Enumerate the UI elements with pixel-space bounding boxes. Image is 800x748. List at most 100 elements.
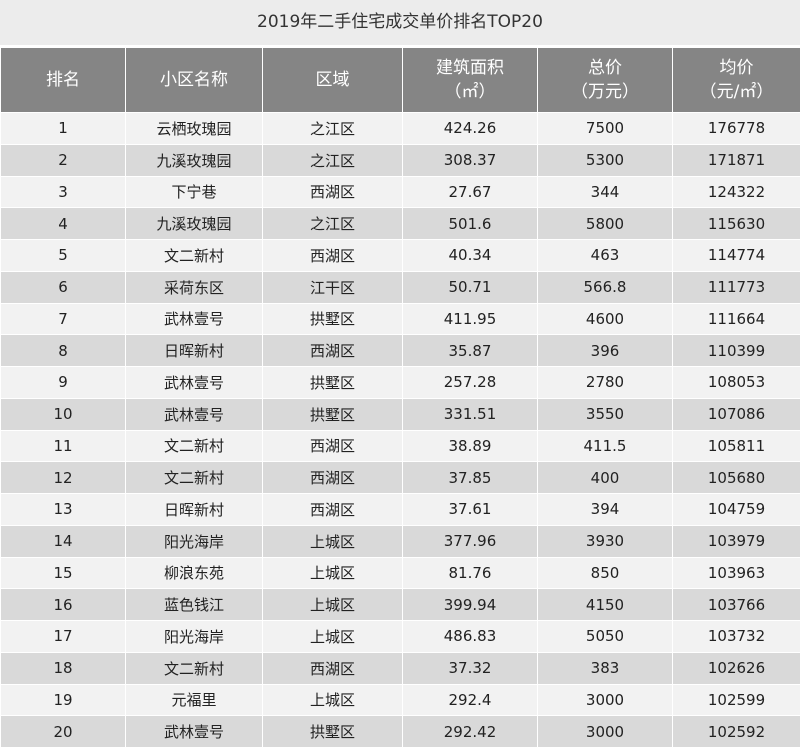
table-row: 2 九溪玫瑰园 之江区 308.37 5300 171871 <box>0 143 800 177</box>
column-unit: （元/㎡） <box>699 82 774 102</box>
table-cell: 344 <box>537 175 673 209</box>
table-cell: 104759 <box>672 493 800 526</box>
table-cell: 文二新村 <box>125 461 263 494</box>
table-row: 8 日晖新村 西湖区 35.87 396 110399 <box>0 334 800 367</box>
table-cell: 武林壹号 <box>125 715 263 748</box>
table-cell: 396 <box>537 334 673 367</box>
table-cell: 850 <box>537 556 673 590</box>
table-cell: 拱墅区 <box>262 366 403 399</box>
table-cell: 云栖玫瑰园 <box>125 112 263 145</box>
table-cell: 武林壹号 <box>125 397 263 431</box>
table-cell: 9 <box>0 366 126 399</box>
column-header: 均价 （元/㎡） <box>672 47 800 113</box>
table-cell: 17 <box>0 620 126 653</box>
table-cell: 102592 <box>672 715 800 748</box>
table-cell: 40.34 <box>402 239 538 272</box>
table-cell: 蓝色钱江 <box>125 588 263 621</box>
table-cell: 拱墅区 <box>262 302 403 336</box>
ranking-table: 排名 小区名称 区域 建筑面积 （㎡） 总价 （万元） 均价 （元/㎡） 1 云栖玫瑰园 之江区 42… <box>0 47 800 748</box>
table-cell: 5050 <box>537 620 673 653</box>
table-row: 19 元福里 上城区 292.4 3000 102599 <box>0 683 800 717</box>
table-row: 10 武林壹号 拱墅区 331.51 3550 107086 <box>0 397 800 431</box>
table-cell: 103766 <box>672 588 800 621</box>
table-cell: 102626 <box>672 651 800 685</box>
column-header: 建筑面积 （㎡） <box>402 47 538 113</box>
table-cell: 5 <box>0 239 126 272</box>
header-row: 排名 小区名称 区域 建筑面积 （㎡） 总价 （万元） 均价 （元/㎡） <box>0 47 800 113</box>
table-cell: 15 <box>0 556 126 590</box>
table-cell: 103979 <box>672 524 800 558</box>
table-cell: 上城区 <box>262 524 403 558</box>
column-header: 小区名称 <box>125 47 263 113</box>
table-cell: 8 <box>0 334 126 367</box>
table-cell: 上城区 <box>262 588 403 621</box>
table-cell: 拱墅区 <box>262 397 403 431</box>
table-cell: 3 <box>0 175 126 209</box>
table-cell: 下宁巷 <box>125 175 263 209</box>
table-cell: 411.95 <box>402 302 538 336</box>
table-row: 1 云栖玫瑰园 之江区 424.26 7500 176778 <box>0 112 800 145</box>
table-row: 4 九溪玫瑰园 之江区 501.6 5800 115630 <box>0 207 800 240</box>
table-cell: 3000 <box>537 683 673 717</box>
table-cell: 3000 <box>537 715 673 748</box>
table-cell: 之江区 <box>262 112 403 145</box>
column-label: 小区名称 <box>160 70 228 90</box>
table-cell: 西湖区 <box>262 461 403 494</box>
table-cell: 3550 <box>537 397 673 431</box>
table-cell: 35.87 <box>402 334 538 367</box>
table-cell: 3930 <box>537 524 673 558</box>
table-cell: 19 <box>0 683 126 717</box>
table-row: 18 文二新村 西湖区 37.32 383 102626 <box>0 651 800 685</box>
table-cell: 308.37 <box>402 143 538 177</box>
table-cell: 81.76 <box>402 556 538 590</box>
table-row: 6 采荷东区 江干区 50.71 566.8 111773 <box>0 270 800 304</box>
table-cell: 107086 <box>672 397 800 431</box>
table-cell: 331.51 <box>402 397 538 431</box>
table-cell: 日晖新村 <box>125 493 263 526</box>
table-cell: 元福里 <box>125 683 263 717</box>
table-row: 12 文二新村 西湖区 37.85 400 105680 <box>0 461 800 494</box>
table-cell: 10 <box>0 397 126 431</box>
table-cell: 20 <box>0 715 126 748</box>
table-cell: 西湖区 <box>262 651 403 685</box>
table-cell: 12 <box>0 461 126 494</box>
table-cell: 武林壹号 <box>125 366 263 399</box>
table-row: 20 武林壹号 拱墅区 292.42 3000 102592 <box>0 715 800 748</box>
table-row: 16 蓝色钱江 上城区 399.94 4150 103766 <box>0 588 800 621</box>
table-cell: 4 <box>0 207 126 240</box>
table-cell: 采荷东区 <box>125 270 263 304</box>
table-row: 11 文二新村 西湖区 38.89 411.5 105811 <box>0 429 800 463</box>
table-cell: 西湖区 <box>262 493 403 526</box>
table-cell: 之江区 <box>262 143 403 177</box>
table-cell: 102599 <box>672 683 800 717</box>
table-cell: 38.89 <box>402 429 538 463</box>
table-row: 5 文二新村 西湖区 40.34 463 114774 <box>0 239 800 272</box>
table-cell: 日晖新村 <box>125 334 263 367</box>
column-label: 区域 <box>315 70 350 90</box>
column-label: 排名 <box>46 70 80 90</box>
table-cell: 111664 <box>672 302 800 336</box>
table-cell: 110399 <box>672 334 800 367</box>
table-cell: 九溪玫瑰园 <box>125 143 263 177</box>
table-cell: 114774 <box>672 239 800 272</box>
table-cell: 4150 <box>537 588 673 621</box>
table-cell: 14 <box>0 524 126 558</box>
table-cell: 西湖区 <box>262 175 403 209</box>
table-cell: 西湖区 <box>262 239 403 272</box>
table-cell: 11 <box>0 429 126 463</box>
column-label: 均价 <box>719 58 754 78</box>
table-cell: 5300 <box>537 143 673 177</box>
table-cell: 上城区 <box>262 683 403 717</box>
table-row: 13 日晖新村 西湖区 37.61 394 104759 <box>0 493 800 526</box>
table-row: 7 武林壹号 拱墅区 411.95 4600 111664 <box>0 302 800 336</box>
table-cell: 37.85 <box>402 461 538 494</box>
table-cell: 西湖区 <box>262 429 403 463</box>
table-cell: 257.28 <box>402 366 538 399</box>
table-cell: 105811 <box>672 429 800 463</box>
table-cell: 501.6 <box>402 207 538 240</box>
table-cell: 292.42 <box>402 715 538 748</box>
table-cell: 5800 <box>537 207 673 240</box>
table-cell: 九溪玫瑰园 <box>125 207 263 240</box>
table-cell: 江干区 <box>262 270 403 304</box>
